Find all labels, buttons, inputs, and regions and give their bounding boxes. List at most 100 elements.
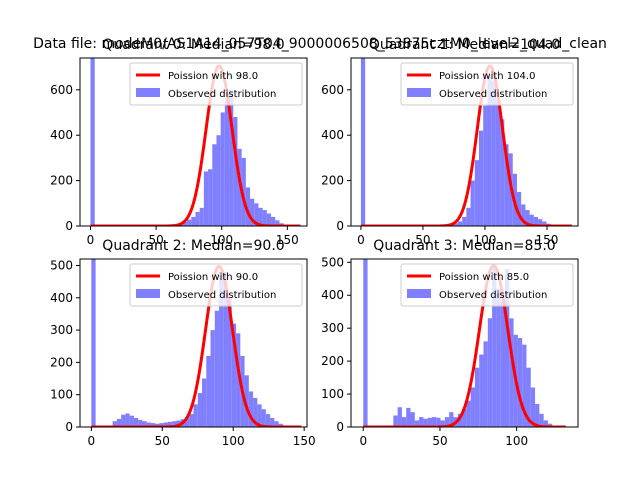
histogram-bar — [233, 117, 238, 226]
histogram-bar — [401, 417, 407, 427]
legend-label-poisson: Poission with 90.0 — [168, 272, 258, 283]
histogram-bar — [449, 412, 454, 427]
histogram-bar — [275, 220, 280, 226]
x-tick-label: 100 — [505, 434, 528, 448]
histogram-bar — [504, 144, 509, 226]
y-tick-label: 200 — [50, 355, 73, 369]
histogram-bar — [470, 387, 475, 427]
histogram-bar — [133, 417, 139, 427]
histogram-bar — [363, 259, 368, 427]
x-tick-label: 0 — [357, 233, 365, 247]
histogram-bar — [440, 420, 445, 427]
histogram-bar — [526, 367, 531, 427]
legend: Poission with 90.0 Observed distribution — [129, 263, 303, 307]
y-tick-label: 600 — [50, 83, 73, 97]
legend-box — [129, 62, 303, 106]
y-tick-label: 200 — [321, 174, 344, 188]
histogram-bar — [535, 403, 540, 427]
histogram-bar — [414, 420, 420, 427]
histogram-bar — [466, 207, 471, 226]
x-tick-label: 50 — [415, 233, 430, 247]
histogram-bar — [487, 318, 493, 427]
legend-label-observed: Observed distribution — [168, 290, 276, 301]
y-tick-label: 0 — [336, 219, 344, 233]
legend-label-observed: Observed distribution — [439, 89, 547, 100]
legend-bar-swatch — [407, 289, 431, 298]
histogram-bar — [214, 310, 220, 427]
histogram-bar — [517, 338, 523, 427]
histogram-bar — [253, 397, 258, 427]
legend-label-poisson: Poission with 104.0 — [439, 71, 535, 82]
histogram-bar — [202, 378, 207, 427]
y-tick-label: 0 — [65, 420, 73, 434]
histogram-bar — [543, 420, 548, 427]
plot-area — [89, 58, 302, 226]
y-tick-label: 300 — [50, 323, 73, 337]
legend-bar-swatch — [136, 88, 160, 97]
histogram-bar — [462, 216, 467, 226]
histogram-bar — [491, 80, 496, 226]
histogram-bar — [193, 404, 198, 427]
histogram-bar — [500, 301, 505, 427]
histogram-bar — [244, 375, 249, 427]
histogram-bar — [199, 207, 204, 226]
histogram-bar — [444, 417, 450, 427]
histogram-bar — [91, 259, 96, 427]
y-tick-label: 500 — [50, 258, 73, 272]
histogram-bar — [274, 421, 279, 427]
histogram-bar — [187, 219, 192, 226]
histogram-bar — [250, 198, 255, 226]
x-tick-label: 0 — [87, 233, 95, 247]
axes-frame — [350, 258, 579, 428]
histogram-bar — [406, 407, 411, 427]
x-tick-label: 50 — [155, 434, 170, 448]
histogram-bar — [220, 112, 225, 226]
histogram-bar — [474, 160, 480, 226]
x-tick-label: 0 — [359, 434, 367, 448]
histogram-bar — [116, 418, 122, 427]
histogram-bar — [197, 393, 203, 427]
histogram-bar — [495, 98, 501, 226]
histogram-bar — [129, 415, 134, 427]
legend: Poission with 85.0 Observed distribution — [400, 263, 574, 307]
subplot-quadrant-3: 0 50 100 0 100 200 300 400 500 Quadrant 3: Median… — [321, 238, 579, 448]
axes-frame — [79, 258, 308, 428]
legend-label-poisson: Poission with 98.0 — [168, 71, 258, 82]
y-tick-label: 400 — [321, 128, 344, 142]
legend-box — [400, 62, 574, 106]
poisson-line — [362, 264, 567, 427]
histogram-bar — [227, 297, 232, 427]
subplot-title: Quadrant 1: Median=104.0 — [369, 37, 560, 53]
histogram-bar — [212, 144, 217, 226]
histogram-bar — [208, 169, 213, 226]
histogram-bar — [431, 417, 437, 427]
histogram-bar — [219, 271, 224, 427]
histogram-bar — [516, 191, 522, 226]
histogram-bar — [397, 407, 402, 427]
subplot-quadrant-1: 0 50 100 150 0 200 400 600 Quadrant 1: Median=10… — [321, 37, 579, 247]
histogram-bar — [479, 354, 484, 427]
histogram-bar — [360, 58, 366, 226]
histogram-bar — [492, 265, 497, 427]
legend: Poission with 104.0 Observed distribution — [400, 62, 574, 106]
y-tick-label: 100 — [50, 388, 73, 402]
subplot-title: Quadrant 2: Median=90.0 — [102, 238, 284, 254]
histogram-bar — [483, 341, 488, 427]
y-tick-label: 300 — [321, 321, 344, 335]
histogram-bar — [466, 400, 471, 427]
histogram-bar — [522, 344, 527, 427]
histogram-bar — [470, 180, 475, 226]
histogram-bar — [547, 423, 553, 427]
histogram-bar — [155, 423, 160, 427]
histogram-bar — [521, 204, 526, 226]
y-tick-label: 400 — [50, 128, 73, 142]
histogram-bar — [410, 412, 415, 427]
histogram-bar — [542, 221, 547, 226]
histogram-bar — [530, 387, 536, 427]
y-tick-label: 0 — [65, 219, 73, 233]
histogram-bar — [529, 214, 534, 226]
histogram-bar — [254, 203, 259, 226]
x-tick-label: 50 — [148, 233, 163, 247]
histogram-bar — [229, 89, 234, 226]
